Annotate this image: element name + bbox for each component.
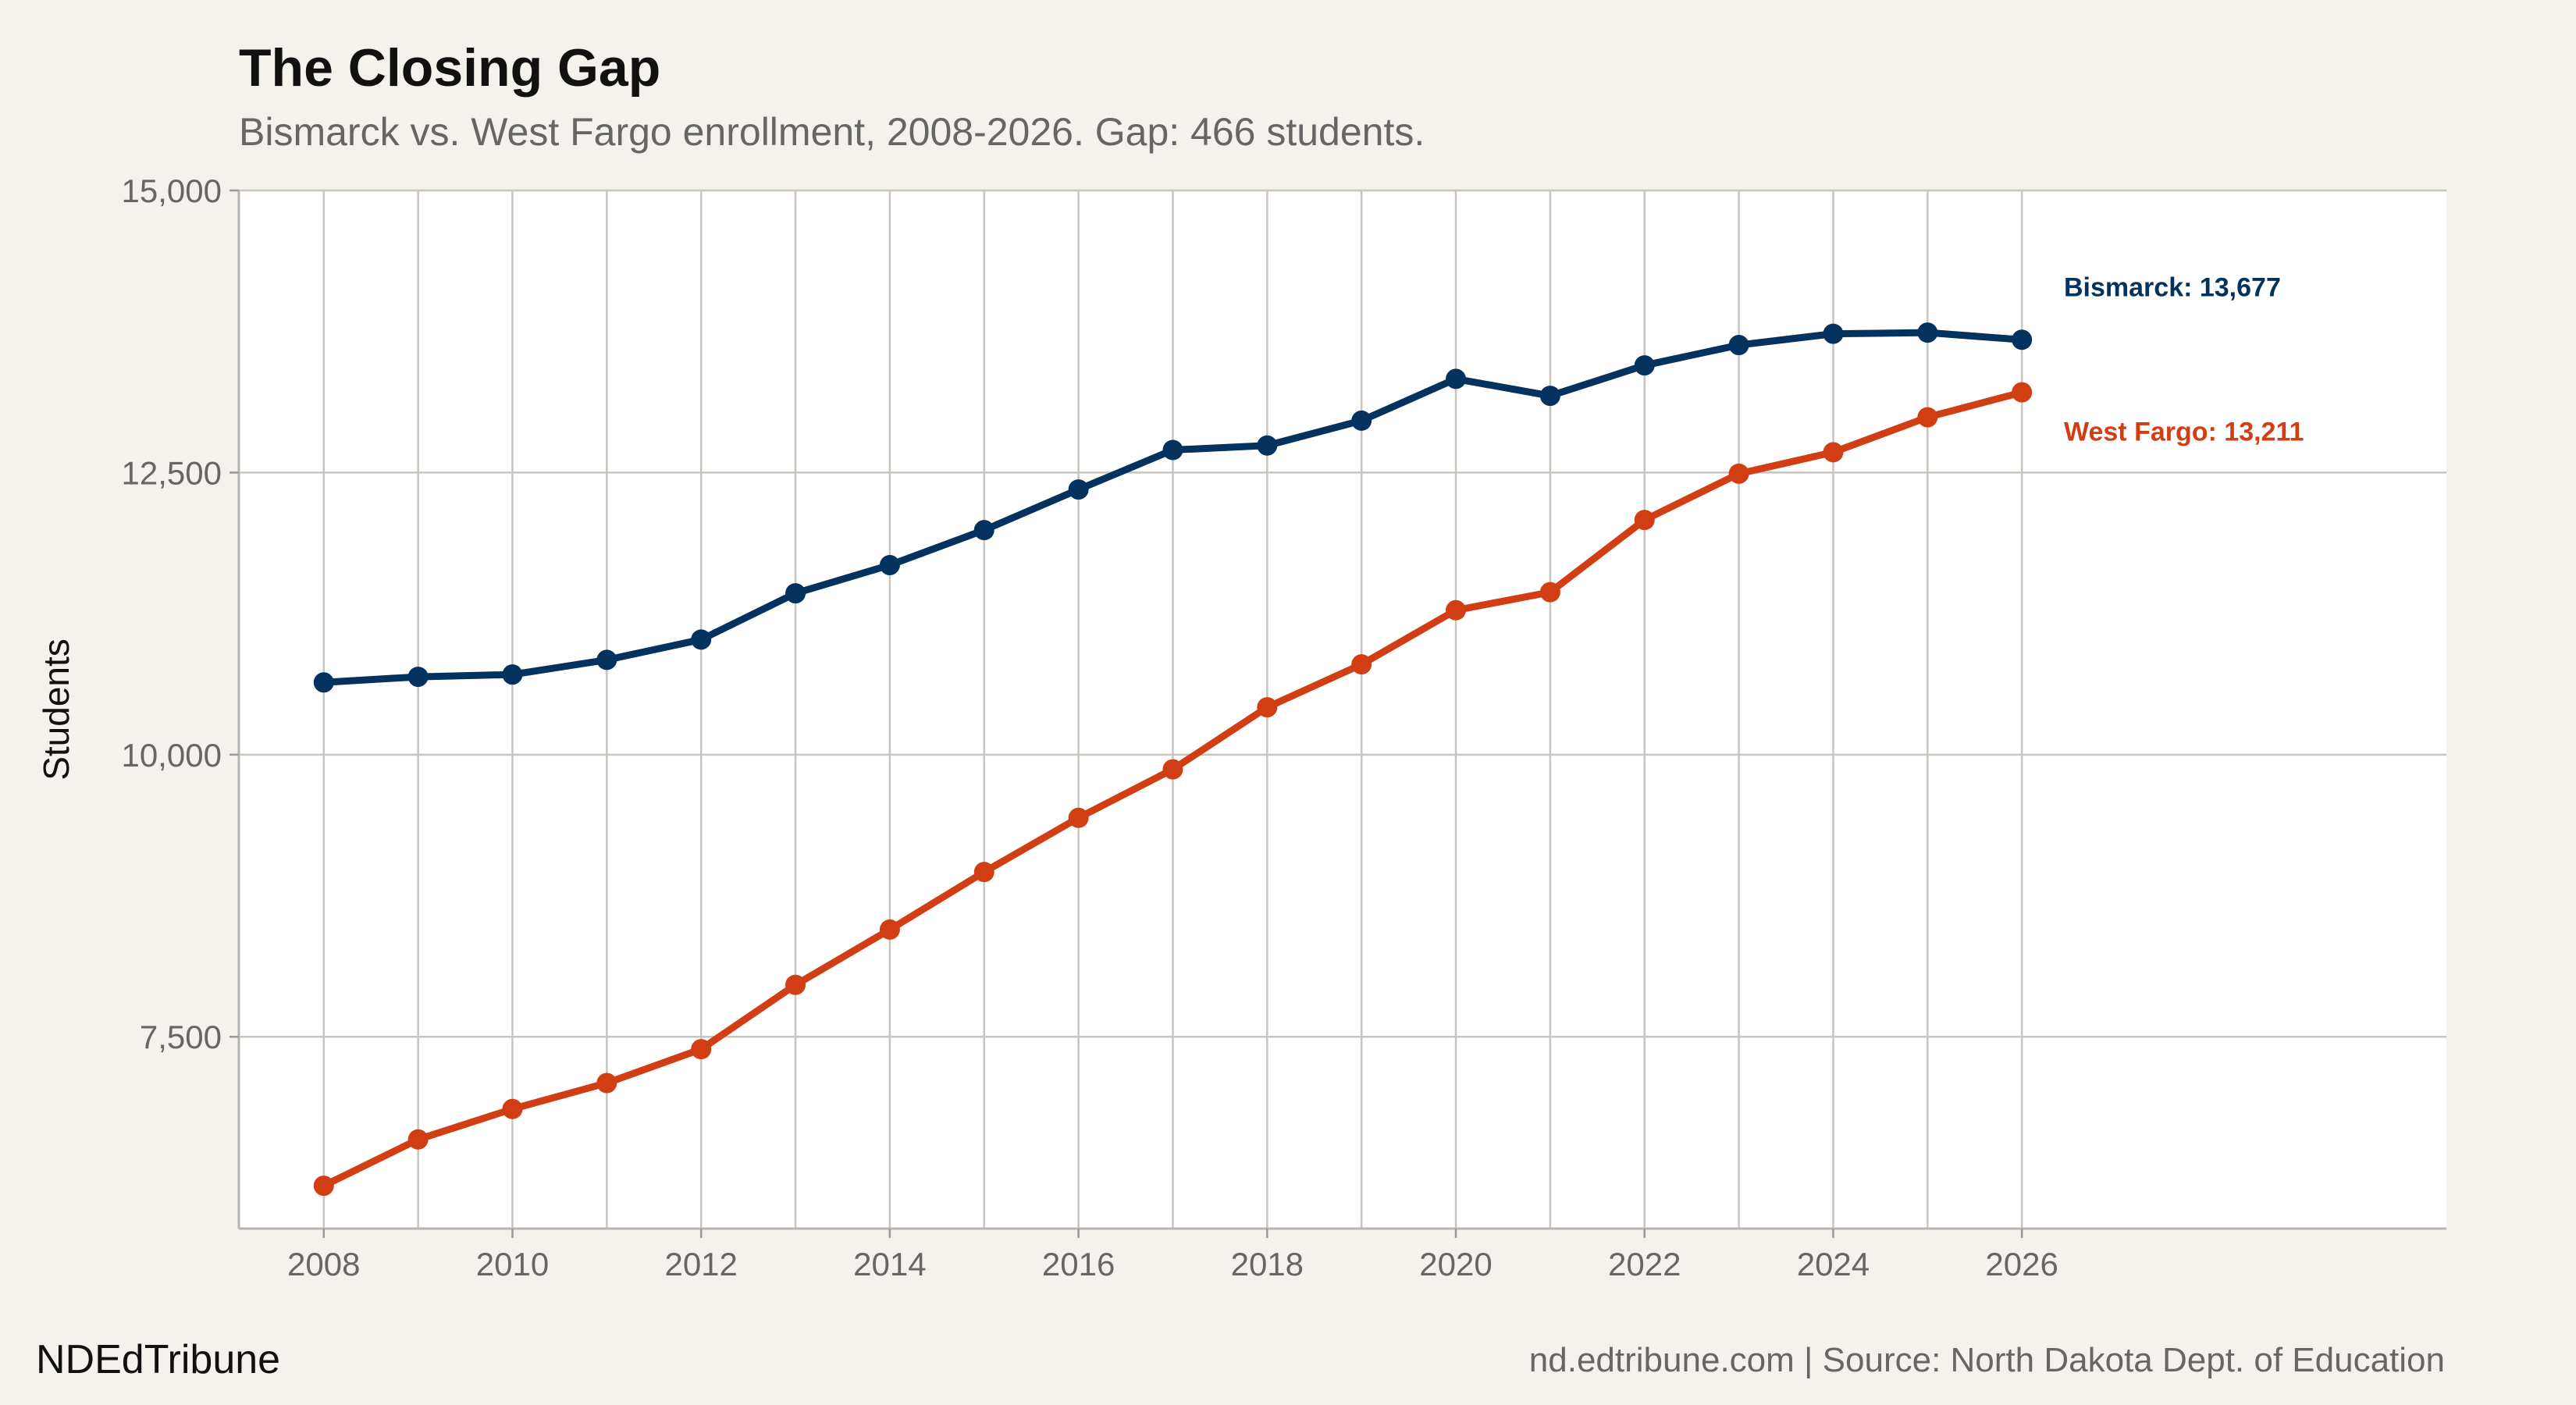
x-tick-label: 2018 [1231, 1246, 1304, 1282]
west-fargo-point [2012, 382, 2033, 403]
bismarck-point [1728, 335, 1749, 356]
west-fargo-point [691, 1039, 712, 1060]
west-fargo-point [1446, 599, 1467, 621]
chart-title: The Closing Gap [239, 38, 661, 98]
y-tick-label: 12,500 [122, 454, 222, 491]
bismarck-point [1917, 322, 1938, 343]
bismarck-point [1634, 355, 1655, 376]
bismarck-point [1351, 410, 1372, 431]
west-fargo-end-label: West Fargo: 13,211 [2064, 418, 2304, 447]
west-fargo-point [1917, 407, 1938, 428]
bismarck-point [973, 520, 994, 541]
x-tick-label: 2014 [853, 1246, 926, 1282]
x-tick-label: 2010 [476, 1246, 549, 1282]
bismarck-point [1446, 368, 1467, 389]
bismarck-point [691, 629, 712, 650]
x-tick-label: 2026 [1985, 1246, 2058, 1282]
x-tick-label: 2022 [1608, 1246, 1681, 1282]
bismarck-point [1162, 439, 1183, 461]
west-fargo-point [973, 862, 994, 883]
west-fargo-point [502, 1098, 523, 1119]
west-fargo-point [313, 1176, 334, 1197]
bismarck-end-label: Bismarck: 13,677 [2064, 272, 2281, 302]
west-fargo-point [1539, 582, 1560, 603]
x-tick-label: 2012 [664, 1246, 737, 1282]
series-lines [313, 322, 2033, 1197]
grid-lines [239, 189, 2446, 1229]
west-fargo-point [596, 1072, 617, 1094]
west-fargo-point [785, 974, 806, 995]
y-tick-label: 15,000 [122, 173, 222, 209]
y-tick-label: 10,000 [122, 737, 222, 774]
west-fargo-point [1351, 654, 1372, 675]
end-labels: Bismarck: 13,677 West Fargo: 13,211 [2064, 272, 2304, 446]
bismarck-point [1539, 386, 1560, 407]
west-fargo-point [407, 1129, 429, 1150]
chart-subtitle: Bismarck vs. West Fargo enrollment, 2008… [239, 110, 1425, 154]
bismarck-point [596, 649, 617, 670]
bismarck-point [313, 672, 334, 693]
west-fargo-point [1634, 510, 1655, 531]
bismarck-point [502, 664, 523, 685]
west-fargo-point [1728, 463, 1749, 484]
x-tick-label: 2008 [287, 1246, 360, 1282]
bismarck-point [879, 554, 900, 575]
bismarck-point [1068, 479, 1089, 500]
west-fargo-point [1068, 807, 1089, 828]
bismarck-point [407, 667, 429, 688]
bismarck-point [1257, 435, 1278, 456]
bismarck-point [785, 583, 806, 604]
axis-ticks: 7,500 10,000 12,500 15,000 2008 2010 2012 2014 2… [122, 173, 2058, 1282]
west-fargo-point [1162, 759, 1183, 780]
brand-name: NDEdTribune [36, 1337, 281, 1382]
bismarck-point [1823, 323, 1844, 344]
plot-panel [239, 190, 2446, 1229]
x-tick-label: 2020 [1419, 1246, 1492, 1282]
bismarck-point [2012, 329, 2033, 350]
y-axis-label: Students [36, 638, 76, 781]
source-note: nd.edtribune.com | Source: North Dakota … [1528, 1341, 2445, 1379]
x-tick-label: 2016 [1042, 1246, 1115, 1282]
y-tick-label: 7,500 [140, 1019, 222, 1055]
west-fargo-point [879, 919, 900, 940]
west-fargo-point [1257, 697, 1278, 718]
west-fargo-point [1823, 442, 1844, 463]
x-tick-label: 2024 [1797, 1246, 1870, 1282]
